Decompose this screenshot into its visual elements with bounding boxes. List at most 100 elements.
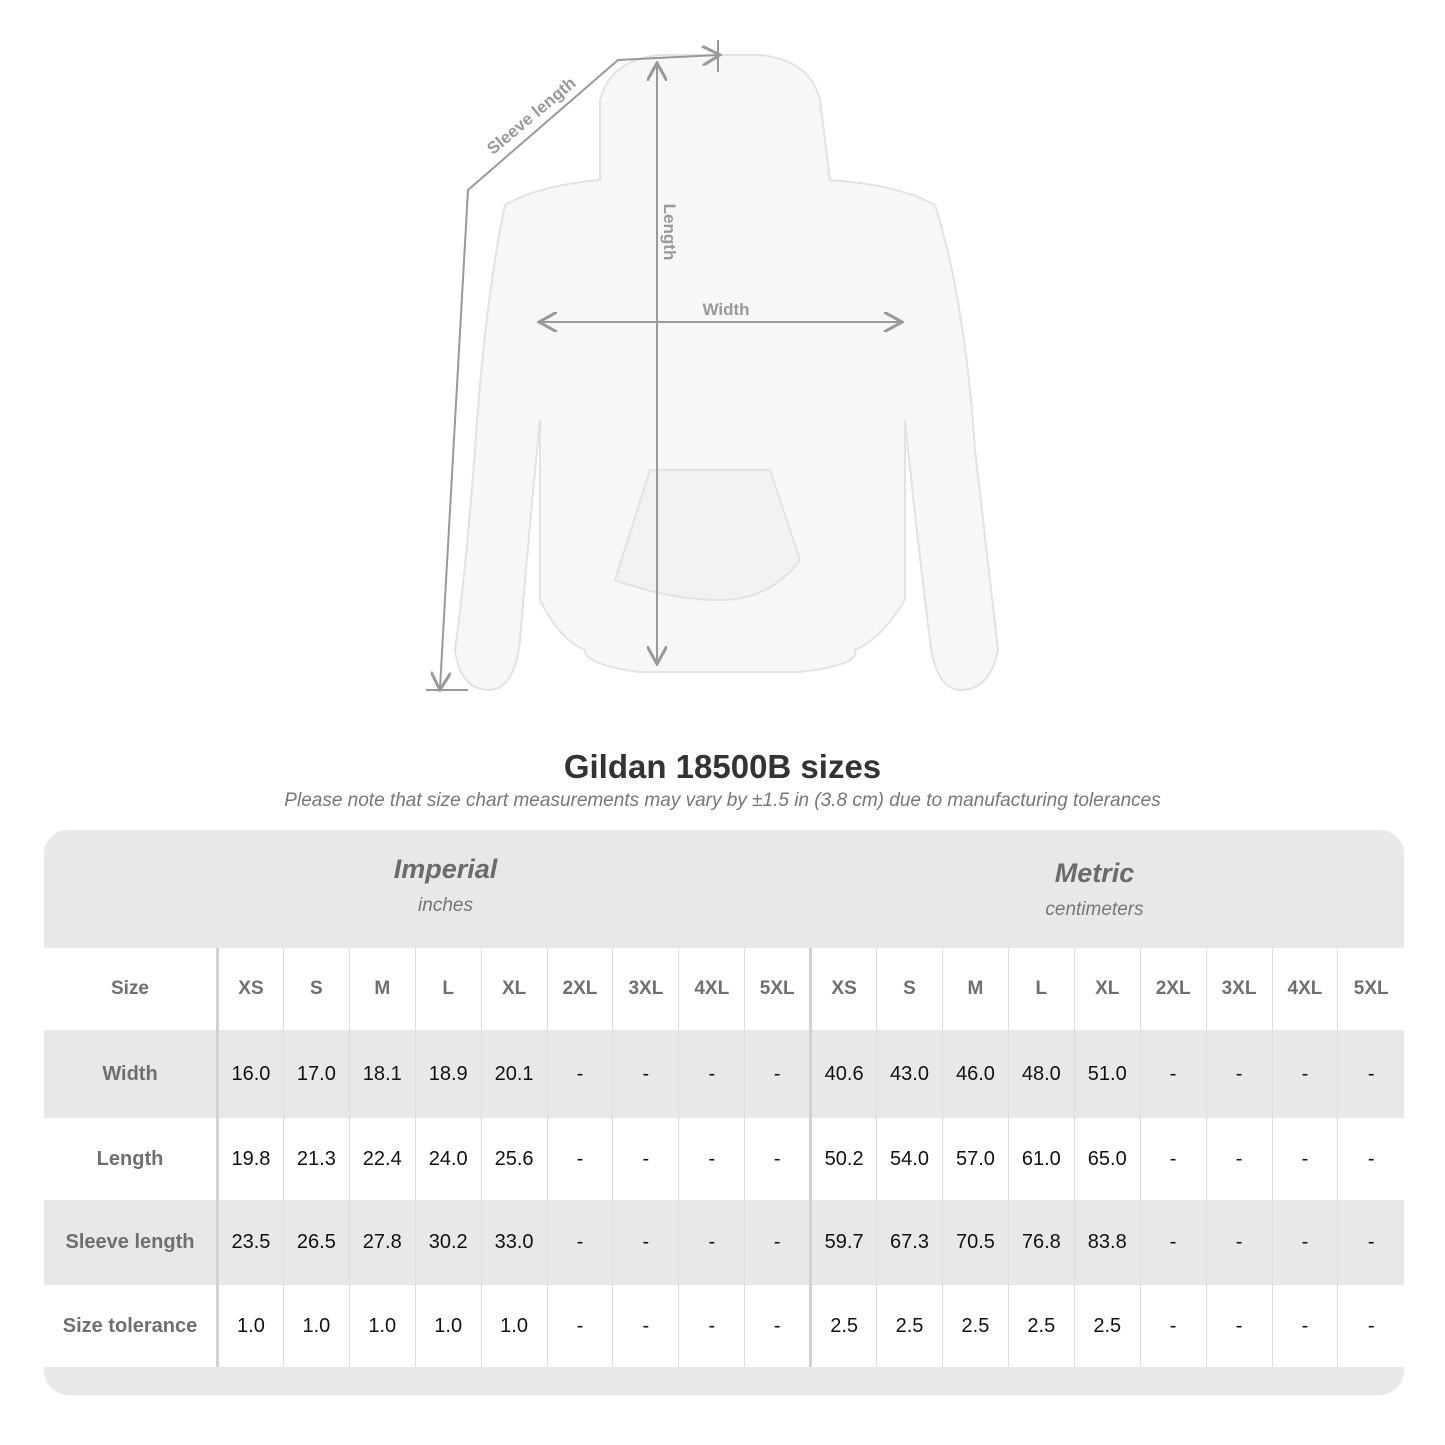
imperial-value-cell: 20.1 [480,1030,548,1118]
imperial-unit: inches [418,895,473,916]
imperial-value-cell: - [744,1200,811,1285]
imperial-value-cell: 1.0 [217,1285,284,1367]
imperial-value-cell: - [546,1118,613,1200]
size-header: Size [44,948,219,1030]
hoodie-illustration: Sleeve length Length Width [426,40,1000,720]
imperial-value-cell: - [612,1118,679,1200]
metric-value-cell: 57.0 [941,1118,1009,1200]
imperial-value-cell: 22.4 [348,1118,416,1200]
imperial-value-cell: 17.0 [282,1030,350,1118]
imperial-value-cell: 1.0 [414,1285,482,1367]
metric-value-cell: - [1337,1285,1404,1367]
imperial-header: Imperial inches [217,854,674,917]
imperial-size-4xl: 4XL [678,948,745,1030]
metric-value-cell: - [1205,1118,1272,1200]
metric-value-cell: 54.0 [876,1118,943,1200]
metric-value-cell: 40.6 [809,1030,877,1118]
measurement-lines [426,40,900,690]
metric-size-4xl: 4XL [1271,948,1338,1030]
imperial-size-l: L [414,948,482,1030]
metric-size-5xl: 5XL [1337,948,1404,1030]
metric-value-cell: - [1337,1118,1404,1200]
metric-size-xs: XS [809,948,877,1030]
sleeve-length-label: Sleeve length [483,73,579,158]
metric-value-cell: 43.0 [876,1030,943,1118]
size-chart-card: Imperial inches Metric centimeters Size X… [44,830,1404,1395]
row-label: Sleeve length [44,1200,219,1285]
metric-size-m: M [941,948,1009,1030]
metric-value-cell: - [1205,1030,1272,1118]
hoodie-shape [453,54,1000,692]
row-label: Width [44,1030,219,1118]
table-row: Sleeve length 23.5 26.5 27.8 30.2 33.0- - - -59.… [44,1200,1404,1285]
imperial-size-3xl: 3XL [612,948,679,1030]
imperial-value-cell: 1.0 [480,1285,548,1367]
imperial-value-cell: 25.6 [480,1118,548,1200]
imperial-value-cell: 18.1 [348,1030,416,1118]
metric-size-xl: XL [1073,948,1141,1030]
imperial-size-xl: XL [480,948,548,1030]
row-label: Length [44,1118,219,1200]
imperial-value-cell: - [744,1030,811,1118]
metric-value-cell: 67.3 [876,1200,943,1285]
row-label: Size tolerance [44,1285,219,1367]
metric-size-s: S [876,948,943,1030]
imperial-value-cell: 1.0 [348,1285,416,1367]
imperial-value-cell: - [546,1030,613,1118]
imperial-size-5xl: 5XL [744,948,811,1030]
width-label: Width [702,300,749,319]
size-table: Size XS S M L XL 2XL 3XL 4XL 5XL XS S M L XL 2XL 3XL 4XL 5… [44,948,1404,1367]
metric-header: Metric centimeters [866,858,1323,921]
metric-value-cell: - [1271,1200,1338,1285]
metric-value-cell: - [1337,1200,1404,1285]
imperial-value-cell: - [546,1200,613,1285]
metric-size-3xl: 3XL [1205,948,1272,1030]
metric-value-cell: 51.0 [1073,1030,1141,1118]
metric-value-cell: - [1337,1030,1404,1118]
imperial-value-cell: - [678,1285,745,1367]
imperial-value-cell: - [612,1200,679,1285]
metric-value-cell: - [1205,1285,1272,1367]
imperial-value-cell: 19.8 [217,1118,284,1200]
page-title: Gildan 18500B sizes [563,748,882,785]
metric-value-cell: - [1205,1200,1272,1285]
metric-value-cell: - [1271,1118,1338,1200]
table-row: Length 19.8 21.3 22.4 24.0 25.6- - - -50.2 54.0 57… [44,1118,1404,1200]
metric-value-cell: 2.5 [941,1285,1009,1367]
metric-value-cell: 48.0 [1007,1030,1075,1118]
imperial-value-cell: - [678,1200,745,1285]
imperial-value-cell: 33.0 [480,1200,548,1285]
metric-value-cell: 83.8 [1073,1200,1141,1285]
imperial-value-cell: 1.0 [282,1285,350,1367]
imperial-value-cell: - [546,1285,613,1367]
metric-value-cell: - [1271,1285,1338,1367]
imperial-value-cell: - [744,1285,811,1367]
imperial-size-2xl: 2XL [546,948,613,1030]
metric-value-cell: - [1139,1030,1207,1118]
imperial-value-cell: 21.3 [282,1118,350,1200]
table-row: Size tolerance 1.0 1.0 1.0 1.0 1.0- - - -2.5 2.5 2… [44,1285,1404,1367]
imperial-value-cell: 23.5 [217,1200,284,1285]
imperial-value-cell: 30.2 [414,1200,482,1285]
imperial-value-cell: 18.9 [414,1030,482,1118]
header-row: Size XS S M L XL 2XL 3XL 4XL 5XL XS S M L XL 2XL 3XL 4XL 5… [44,948,1404,1030]
imperial-size-xs: XS [217,948,284,1030]
metric-value-cell: 2.5 [1007,1285,1075,1367]
imperial-value-cell: - [612,1030,679,1118]
imperial-value-cell: 26.5 [282,1200,350,1285]
imperial-value-cell: - [678,1030,745,1118]
imperial-value-cell: - [678,1118,745,1200]
imperial-title: Imperial [393,854,498,884]
imperial-value-cell: 16.0 [217,1030,284,1118]
imperial-size-s: S [282,948,350,1030]
metric-size-2xl: 2XL [1139,948,1207,1030]
imperial-value-cell: 27.8 [348,1200,416,1285]
metric-value-cell: 46.0 [941,1030,1009,1118]
metric-value-cell: 2.5 [1073,1285,1141,1367]
metric-value-cell: 70.5 [941,1200,1009,1285]
metric-value-cell: 61.0 [1007,1118,1075,1200]
metric-value-cell: - [1139,1118,1207,1200]
table-row: Width 16.0 17.0 18.1 18.9 20.1- - - -40.6 43.0 46.… [44,1030,1404,1118]
imperial-value-cell: - [744,1118,811,1200]
metric-value-cell: 50.2 [809,1118,877,1200]
